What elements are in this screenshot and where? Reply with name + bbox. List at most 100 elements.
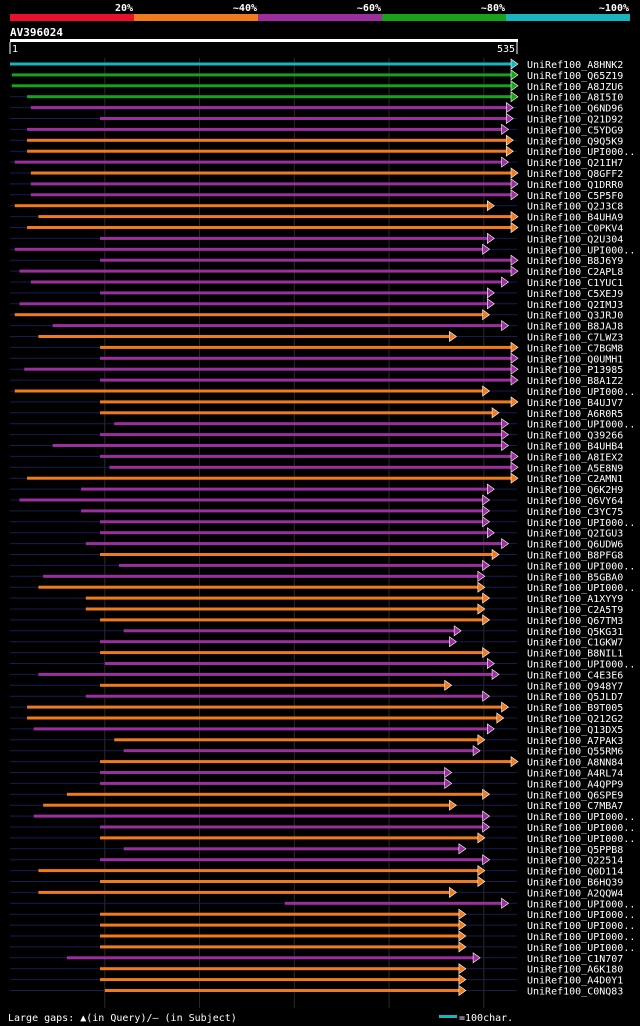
hit-label[interactable]: UniRef100_B5GBA0 — [527, 572, 623, 583]
hit-row[interactable]: UniRef100_UPI000.. — [10, 941, 635, 954]
hit-row[interactable]: UniRef100_Q6VY64 — [10, 494, 623, 507]
hit-row[interactable]: UniRef100_Q6SPE9 — [10, 788, 623, 801]
hit-row[interactable]: UniRef100_Q3JRJ0 — [10, 309, 623, 322]
hit-row[interactable]: UniRef100_Q1DRR0 — [10, 178, 623, 191]
hit-bar[interactable] — [109, 465, 511, 469]
hit-label[interactable]: UniRef100_UPI000.. — [527, 147, 635, 158]
hit-bar[interactable] — [30, 182, 511, 186]
hit-bar[interactable] — [81, 509, 483, 513]
hit-label[interactable]: UniRef100_B8JAJ8 — [527, 322, 623, 333]
hit-bar[interactable] — [118, 563, 483, 567]
hit-row[interactable]: UniRef100_C1N707 — [10, 952, 623, 965]
hit-bar[interactable] — [100, 117, 507, 120]
hit-label[interactable]: UniRef100_Q55RM6 — [527, 747, 623, 758]
hit-label[interactable]: UniRef100_A8IEX2 — [527, 452, 623, 463]
hit-label[interactable]: UniRef100_UPI000.. — [527, 910, 635, 921]
hit-bar[interactable] — [100, 683, 445, 687]
hit-label[interactable]: UniRef100_C2A5T9 — [527, 605, 623, 616]
hit-bar[interactable] — [38, 335, 450, 338]
hit-row[interactable]: UniRef100_Q9Q5K9 — [10, 134, 623, 147]
hit-row[interactable]: UniRef100_P13985 — [10, 363, 623, 376]
hit-row[interactable]: UniRef100_C5P5F0 — [10, 189, 623, 202]
hit-bar[interactable] — [14, 313, 483, 317]
hit-row[interactable]: UniRef100_Q22514 — [10, 854, 623, 867]
hit-bar[interactable] — [100, 356, 511, 360]
hit-label[interactable]: UniRef100_Q5JLD7 — [527, 692, 623, 703]
hit-bar[interactable] — [100, 433, 502, 437]
hit-bar[interactable] — [11, 73, 512, 77]
hit-label[interactable]: UniRef100_C5XEJ9 — [527, 289, 623, 300]
hit-label[interactable]: UniRef100_Q0D114 — [527, 867, 623, 878]
hit-bar[interactable] — [85, 542, 502, 546]
hit-label[interactable]: UniRef100_Q3JRJ0 — [527, 311, 623, 322]
hit-label[interactable]: UniRef100_Q2U304 — [527, 234, 623, 245]
hit-row[interactable]: UniRef100_C7LWZ3 — [10, 330, 623, 344]
hit-row[interactable]: UniRef100_Q6ND96 — [10, 102, 623, 115]
hit-bar[interactable] — [24, 367, 511, 371]
hit-label[interactable]: UniRef100_Q2IMJ3 — [527, 300, 623, 311]
hit-label[interactable]: UniRef100_Q21IH7 — [527, 158, 623, 169]
hit-bar[interactable] — [85, 596, 483, 600]
hit-bar[interactable] — [100, 520, 483, 524]
hit-label[interactable]: UniRef100_B8PFG8 — [527, 551, 623, 562]
hit-row[interactable]: UniRef100_A2QQW4 — [10, 886, 623, 899]
hit-label[interactable]: UniRef100_A8NN84 — [527, 758, 623, 769]
hit-row[interactable]: UniRef100_A4QPP9 — [10, 777, 623, 790]
hit-bar[interactable] — [100, 651, 483, 655]
hit-bar[interactable] — [38, 585, 478, 589]
hit-bar[interactable] — [14, 204, 488, 208]
hit-row[interactable]: UniRef100_B8PFG8 — [10, 548, 623, 562]
hit-bar[interactable] — [85, 607, 478, 611]
hit-bar[interactable] — [10, 62, 511, 66]
hit-label[interactable]: UniRef100_C0PKV4 — [527, 224, 623, 235]
hit-row[interactable]: UniRef100_C1YUC1 — [10, 276, 623, 289]
hit-row[interactable]: UniRef100_Q6K2H9 — [10, 483, 623, 496]
hit-row[interactable]: UniRef100_C7MBA7 — [10, 799, 623, 812]
hit-row[interactable]: UniRef100_UPI000.. — [10, 908, 635, 921]
hit-row[interactable]: UniRef100_A1XYY9 — [10, 592, 623, 605]
hit-row[interactable]: UniRef100_Q2J3C8 — [10, 200, 623, 213]
hit-row[interactable]: UniRef100_C2A5T9 — [10, 603, 623, 616]
hit-row[interactable]: UniRef100_B5GBA0 — [10, 570, 623, 583]
hit-bar[interactable] — [100, 291, 488, 295]
hit-bar[interactable] — [33, 727, 488, 731]
hit-row[interactable]: UniRef100_UPI000.. — [10, 581, 635, 594]
hit-label[interactable]: UniRef100_A2QQW4 — [527, 888, 623, 899]
hit-label[interactable]: UniRef100_UPI000.. — [527, 583, 635, 594]
hit-label[interactable]: UniRef100_A8HNK2 — [527, 60, 623, 71]
hit-label[interactable]: UniRef100_Q948Y7 — [527, 681, 623, 692]
hit-label[interactable]: UniRef100_UPI000.. — [527, 387, 635, 398]
hit-bar[interactable] — [27, 127, 502, 131]
hit-bar[interactable] — [52, 444, 502, 447]
hit-label[interactable]: UniRef100_Q5PPB8 — [527, 845, 623, 856]
hit-bar[interactable] — [123, 749, 474, 753]
hit-row[interactable]: UniRef100_A8NN84 — [10, 756, 623, 769]
hit-label[interactable]: UniRef100_Q67TM3 — [527, 616, 623, 627]
hit-bar[interactable] — [27, 138, 507, 142]
hit-row[interactable]: UniRef100_C5XEJ9 — [10, 287, 623, 300]
hit-label[interactable]: UniRef100_B4UJV7 — [527, 398, 623, 409]
hit-bar[interactable] — [85, 694, 483, 698]
hit-label[interactable]: UniRef100_P13985 — [527, 365, 623, 376]
hit-bar[interactable] — [19, 302, 488, 306]
hit-label[interactable]: UniRef100_Q6ND96 — [527, 104, 623, 115]
hit-bar[interactable] — [100, 967, 459, 971]
hit-row[interactable]: UniRef100_A6R0R5 — [10, 407, 623, 420]
hit-bar[interactable] — [66, 792, 483, 796]
hit-label[interactable]: UniRef100_B4UHB4 — [527, 442, 623, 453]
hit-label[interactable]: UniRef100_C4E3E6 — [527, 670, 623, 681]
hit-bar[interactable] — [100, 934, 459, 938]
hit-label[interactable]: UniRef100_A1XYY9 — [527, 594, 623, 605]
hit-bar[interactable] — [100, 880, 478, 883]
hit-bar[interactable] — [100, 760, 511, 764]
hit-row[interactable]: UniRef100_Q21IH7 — [10, 156, 623, 169]
hit-bar[interactable] — [100, 411, 493, 415]
hit-row[interactable]: UniRef100_A8IEX2 — [10, 450, 623, 463]
hit-label[interactable]: UniRef100_C5YDG9 — [527, 125, 623, 136]
hit-label[interactable]: UniRef100_A6K180 — [527, 965, 623, 976]
hit-row[interactable]: UniRef100_C5YDG9 — [10, 123, 623, 136]
hit-row[interactable]: UniRef100_Q21D92 — [10, 112, 623, 126]
hit-bar[interactable] — [100, 531, 488, 535]
hit-bar[interactable] — [27, 716, 497, 720]
hit-label[interactable]: UniRef100_B8NIL1 — [527, 649, 623, 660]
